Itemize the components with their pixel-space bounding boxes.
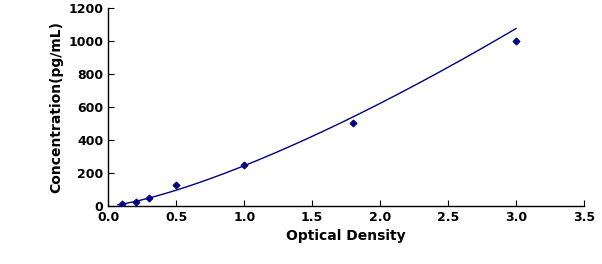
Y-axis label: Concentration(pg/mL): Concentration(pg/mL) (49, 21, 63, 193)
X-axis label: Optical Density: Optical Density (287, 229, 406, 243)
